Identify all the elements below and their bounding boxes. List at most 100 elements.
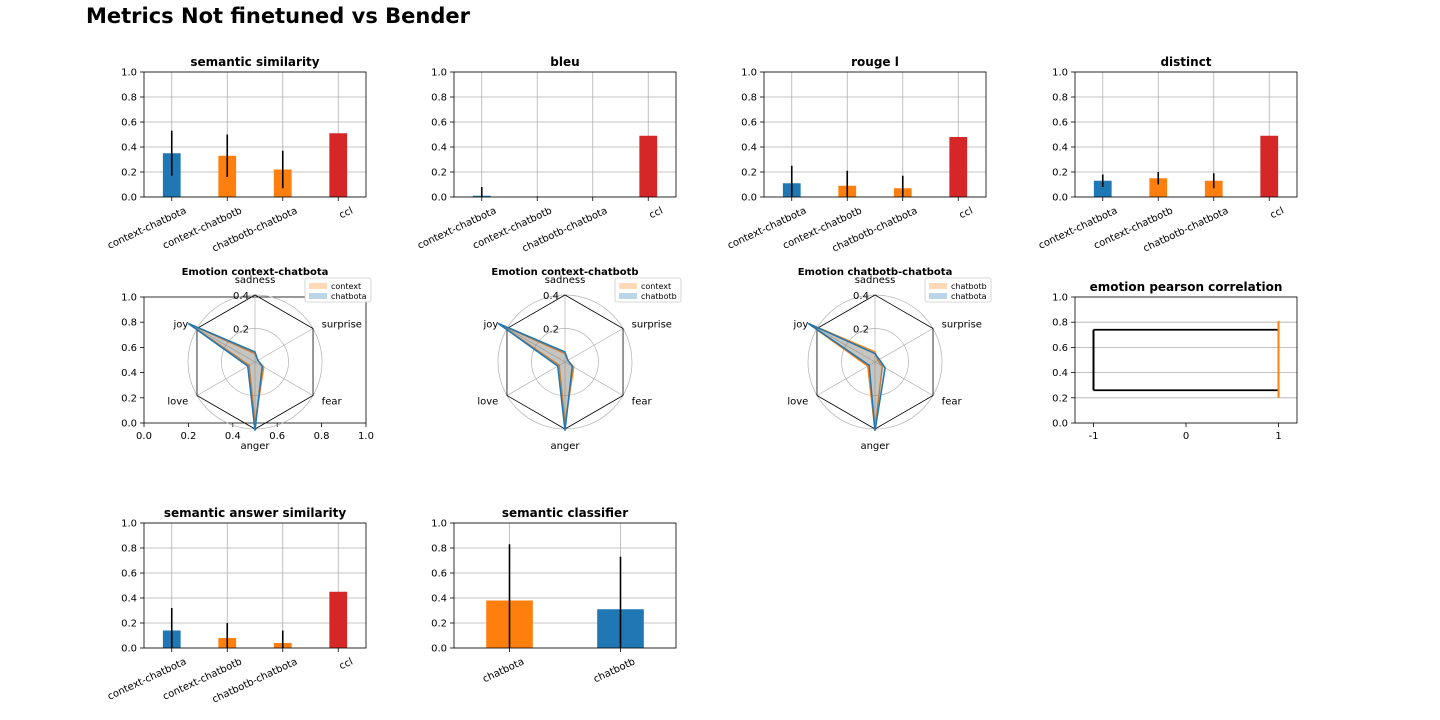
- bleu-ytick-label: 0.6: [431, 118, 447, 129]
- emotion-context-chatbotb-legend-swatch: [619, 283, 637, 289]
- chart-bleu: 0.00.20.40.60.81.0context-chatbotacontex…: [416, 55, 677, 255]
- semantic-similarity-ytick-label: 0.4: [121, 143, 137, 154]
- rouge-l-ytick-label: 0.6: [741, 118, 757, 129]
- emotion-context-chatbotb-series-chatbotb: [497, 322, 574, 431]
- semantic-similarity-ytick-label: 0.6: [121, 118, 137, 129]
- chart-semantic-classifier: 0.0 0.2 0.4 0.6 0.8 1.0 chatbota chatbotb semant…: [431, 506, 677, 685]
- distinct-bar: [1093, 180, 1112, 197]
- emotion-chatbotb-chatbota-rtick-label: 0.2: [853, 325, 869, 336]
- emotion-context-chatbotb-axis-label: joy: [482, 320, 498, 331]
- rouge-l-ytick-label: 1.0: [741, 68, 757, 79]
- distinct-ytick-label: 0.2: [1052, 168, 1068, 179]
- emotion-context-chatbota-xtick-label: 0.4: [225, 431, 241, 442]
- semantic-classifier-ytick-label: 0.0: [431, 644, 447, 655]
- semantic-classifier-title: semantic classifier: [502, 506, 628, 520]
- chart-distinct: 0.00.20.40.60.81.0context-chatbotacontex…: [1037, 55, 1298, 255]
- distinct-ytick-label: 0.6: [1052, 118, 1068, 129]
- emotion-pearson-correlation-ytick-label: 1.0: [1052, 293, 1068, 304]
- semantic-answer-similarity-bar: [329, 591, 348, 648]
- distinct-ytick-label: 0.4: [1052, 143, 1068, 154]
- emotion-context-chatbota-xtick-label: 0.0: [136, 431, 152, 442]
- emotion-context-chatbota-spoke: [254, 328, 314, 363]
- semantic-classifier-ytick-label: 0.8: [431, 544, 447, 555]
- emotion-chatbotb-chatbota-spoke: [816, 361, 876, 396]
- semantic-classifier-ytick-label: 0.6: [431, 569, 447, 580]
- emotion-pearson-correlation-ytick-label: 0.6: [1052, 343, 1068, 354]
- bleu-ytick-label: 0.0: [431, 193, 447, 204]
- emotion-context-chatbotb-axis-label: surprise: [632, 320, 672, 331]
- emotion-context-chatbota-axis-label: sadness: [235, 275, 276, 286]
- semantic-classifier-ytick-label: 0.4: [431, 594, 447, 605]
- chart-emotion-context-chatbota: 0.0 0.2 0.4 0.6 0.8 1.0 0.0 0.2 0.4 0.6 0.8 1.0 0.2 0…: [121, 267, 374, 452]
- emotion-context-chatbotb-spoke: [506, 328, 566, 363]
- emotion-chatbotb-chatbota-axis-label: love: [787, 397, 808, 408]
- rouge-l-ytick-label: 0.4: [741, 143, 757, 154]
- semantic-classifier-ytick-label: 1.0: [431, 519, 447, 530]
- emotion-context-chatbota-ytick-label: 0.2: [121, 393, 137, 404]
- emotion-chatbotb-chatbota-axis-label: joy: [792, 320, 808, 331]
- emotion-context-chatbota-legend-swatch: [309, 293, 327, 299]
- semantic-similarity-ytick-label: 0.2: [121, 168, 137, 179]
- emotion-context-chatbotb-axis-label: sadness: [545, 275, 586, 286]
- emotion-context-chatbotb-axis-label: fear: [632, 397, 653, 408]
- semantic-answer-similarity-ytick-label: 0.0: [121, 644, 137, 655]
- emotion-context-chatbota-spoke: [254, 361, 314, 396]
- emotion-context-chatbota-spoke: [196, 361, 256, 396]
- distinct-ytick-label: 0.0: [1052, 193, 1068, 204]
- rouge-l-axes-frame: [763, 71, 987, 198]
- bleu-ytick-label: 0.4: [431, 143, 447, 154]
- semantic-similarity-ytick-label: 1.0: [121, 68, 137, 79]
- emotion-context-chatbota-series-chatbota: [187, 322, 264, 431]
- emotion-context-chatbotb-legend-swatch: [619, 293, 637, 299]
- emotion-context-chatbotb-spoke: [564, 361, 624, 396]
- semantic-similarity-ytick-label: 0.8: [121, 93, 137, 104]
- rouge-l-title: rouge l: [851, 55, 899, 69]
- chart-emotion-chatbotb-chatbota: 0.2 0.4 sadness surprise fear anger love joy Emo…: [787, 267, 992, 452]
- distinct-xtick-label: ccl: [1269, 205, 1286, 221]
- semantic-similarity-ytick-label: 0.0: [121, 193, 137, 204]
- emotion-chatbotb-chatbota-title: Emotion chatbotb-chatbota: [798, 267, 953, 278]
- distinct-bar: [1260, 135, 1279, 197]
- chart-emotion-pearson-correlation: 0.0 0.2 0.4 0.6 0.8 1.0 -1 0 1 emotion pearson co…: [1052, 280, 1298, 442]
- bleu-ytick-label: 0.8: [431, 93, 447, 104]
- semantic-classifier-xtick-label: chatbotb: [592, 656, 637, 685]
- emotion-chatbotb-chatbota-legend-label: chatbotb: [951, 282, 987, 291]
- semantic-answer-similarity-axes-frame: [143, 522, 367, 649]
- distinct-ytick-label: 1.0: [1052, 68, 1068, 79]
- distinct-ytick-label: 0.8: [1052, 93, 1068, 104]
- emotion-chatbotb-chatbota-legend-label: chatbota: [951, 292, 987, 301]
- rouge-l-ytick-label: 0.8: [741, 93, 757, 104]
- emotion-chatbotb-chatbota-legend: [924, 277, 992, 303]
- emotion-chatbotb-chatbota-spoke: [816, 328, 876, 363]
- emotion-context-chatbota-axis-label: anger: [240, 441, 270, 452]
- emotion-pearson-correlation-xtick-label: 1: [1275, 431, 1281, 442]
- emotion-chatbotb-chatbota-spoke: [874, 328, 934, 363]
- emotion-context-chatbotb-legend: [614, 277, 682, 303]
- emotion-context-chatbota-axis-label: love: [167, 397, 188, 408]
- bleu-title: bleu: [550, 55, 579, 69]
- semantic-answer-similarity-ytick-label: 1.0: [121, 519, 137, 530]
- distinct-axes-frame: [1074, 71, 1298, 198]
- emotion-context-chatbotb-title: Emotion context-chatbotb: [491, 267, 638, 278]
- semantic-answer-similarity-title: semantic answer similarity: [164, 506, 347, 520]
- semantic-answer-similarity-ytick-label: 0.6: [121, 569, 137, 580]
- emotion-context-chatbotb-rtick-label: 0.4: [543, 291, 559, 302]
- semantic-similarity-axes-frame: [143, 71, 367, 198]
- semantic-classifier-xtick-label: chatbota: [481, 656, 526, 685]
- rouge-l-ytick-label: 0.0: [741, 193, 757, 204]
- semantic-similarity-title: semantic similarity: [190, 55, 319, 69]
- semantic-similarity-bar: [329, 133, 348, 197]
- emotion-context-chatbota-spoke: [196, 328, 256, 363]
- chart-semantic-similarity: 0.00.20.40.60.81.0context-chatbotacontex…: [106, 55, 367, 255]
- emotion-context-chatbota-xtick-label: 0.8: [314, 431, 330, 442]
- emotion-context-chatbota-rtick-label: 0.2: [233, 325, 249, 336]
- bleu-xtick-label: ccl: [648, 205, 665, 221]
- emotion-context-chatbota-ytick-label: 1.0: [121, 293, 137, 304]
- semantic-answer-similarity-xtick-label: ccl: [338, 656, 355, 672]
- emotion-chatbotb-chatbota-axis-label: surprise: [942, 320, 982, 331]
- emotion-context-chatbota-xtick-label: 0.2: [180, 431, 196, 442]
- emotion-pearson-correlation-axes-frame: [1074, 296, 1298, 424]
- emotion-context-chatbota-ytick-label: 0.8: [121, 318, 137, 329]
- emotion-chatbotb-chatbota-legend-swatch: [929, 293, 947, 299]
